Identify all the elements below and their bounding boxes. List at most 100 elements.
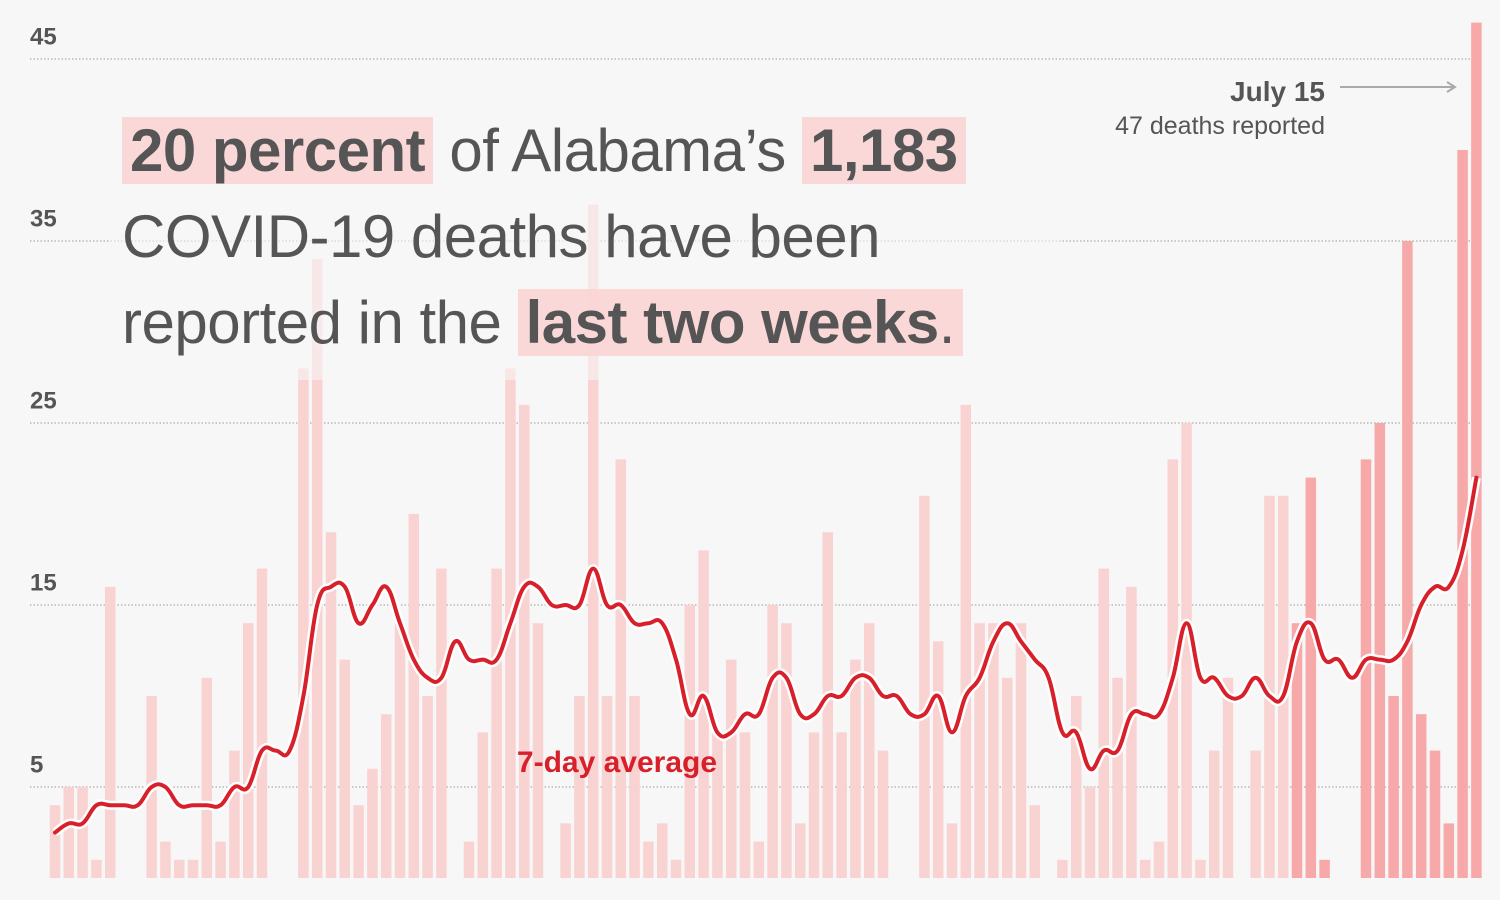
y-tick-label: 5	[30, 751, 43, 778]
bar	[1208, 750, 1220, 878]
bar	[974, 623, 985, 878]
headline-highlight: 1,183	[801, 117, 966, 184]
annotation-text: 47 deaths reported	[1115, 112, 1325, 140]
bar	[932, 641, 944, 878]
bar	[104, 586, 116, 878]
bar	[560, 823, 571, 878]
bar	[781, 623, 792, 878]
bar	[767, 605, 778, 878]
bar	[422, 696, 433, 878]
bar	[1029, 805, 1041, 878]
bar	[863, 623, 875, 878]
bar	[1070, 696, 1082, 878]
bar	[601, 696, 613, 878]
bar	[463, 841, 475, 878]
y-tick-label: 25	[30, 387, 57, 414]
line-label: 7-day average	[517, 746, 717, 779]
bar	[1153, 841, 1165, 878]
bar	[808, 732, 820, 878]
bar	[229, 750, 240, 878]
bar	[518, 404, 530, 878]
bar	[1415, 714, 1427, 878]
bar	[339, 659, 351, 878]
bar	[794, 823, 806, 878]
headline-text: reported in the	[122, 289, 502, 356]
bar	[63, 787, 75, 878]
bar	[1402, 241, 1413, 878]
bar	[1388, 696, 1399, 878]
bar	[256, 568, 268, 878]
bar	[215, 841, 226, 878]
bar	[643, 841, 654, 878]
bar	[1250, 750, 1261, 878]
bar	[367, 768, 378, 878]
bar	[491, 568, 502, 878]
bar	[311, 259, 323, 878]
bar	[1443, 823, 1455, 878]
bar	[1471, 22, 1482, 879]
bar	[836, 732, 847, 878]
bar	[380, 714, 392, 878]
bar	[587, 204, 599, 879]
headline-period: .	[938, 289, 956, 356]
bar	[1084, 787, 1096, 878]
annotation-title: July 15	[1230, 76, 1325, 107]
bar	[1001, 677, 1013, 878]
bar	[408, 514, 420, 878]
bar	[1291, 623, 1303, 878]
bar	[477, 732, 489, 878]
bar	[822, 532, 834, 878]
bars	[49, 22, 1482, 879]
headline-highlight: 20 percent	[122, 117, 434, 184]
bar	[1457, 150, 1468, 878]
y-tick-label: 15	[30, 569, 57, 596]
bar	[1319, 859, 1330, 878]
bar	[877, 750, 889, 878]
bar	[187, 859, 199, 878]
line-halo	[52, 476, 1481, 837]
bar	[242, 623, 254, 878]
bar	[615, 459, 627, 878]
bar	[1112, 677, 1123, 878]
bar	[1264, 495, 1275, 878]
headline-highlight: last two weeks.	[517, 289, 963, 356]
bar	[739, 732, 751, 878]
y-tick-label: 45	[30, 23, 57, 50]
lines: 7-day average	[52, 475, 1481, 837]
bar	[1057, 859, 1068, 878]
headline-text: of Alabama’s	[449, 117, 786, 184]
bar	[919, 495, 930, 878]
bar	[574, 696, 585, 878]
headline-highlight-text: last two weeks	[525, 289, 940, 356]
bar	[49, 805, 61, 878]
bar	[1181, 423, 1192, 878]
bar	[850, 659, 861, 878]
headline: 20 percent of Alabama’s 1,183 COVID-19 de…	[122, 108, 966, 366]
bar	[173, 859, 185, 878]
bar	[656, 823, 668, 878]
bar	[160, 841, 171, 878]
bar	[1015, 623, 1027, 878]
bar	[1305, 477, 1317, 878]
bar	[1360, 459, 1372, 878]
annotation-arrowhead	[1446, 81, 1457, 93]
bar	[684, 605, 696, 878]
line	[53, 475, 1479, 835]
bar	[753, 841, 765, 878]
bar	[670, 859, 682, 878]
bar	[394, 623, 406, 878]
bar	[1222, 677, 1234, 878]
bar	[1429, 750, 1441, 878]
bar	[1139, 859, 1151, 878]
bar	[325, 532, 337, 878]
bar	[201, 677, 213, 878]
y-tick-label: 35	[30, 205, 57, 232]
bar	[946, 823, 958, 878]
bar	[1098, 568, 1110, 878]
annotation: July 15 47 deaths reported	[1115, 74, 1325, 142]
bar	[77, 787, 88, 878]
bar	[1195, 859, 1206, 878]
bar	[988, 623, 999, 878]
bar	[698, 550, 709, 878]
